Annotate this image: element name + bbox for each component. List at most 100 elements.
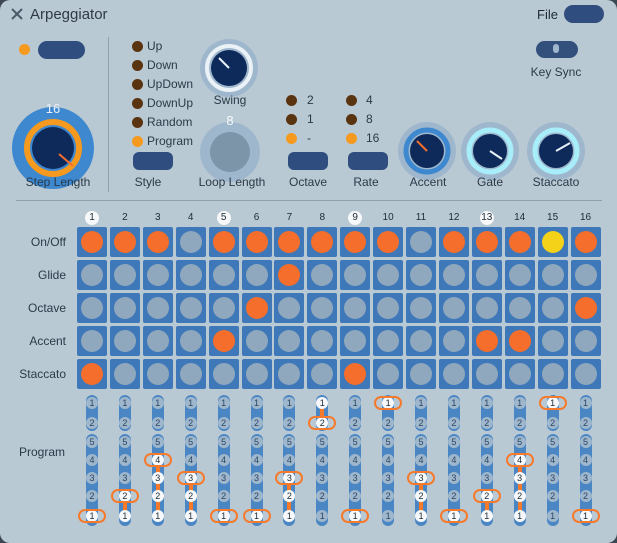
program-lower-step[interactable]: 4 [86,454,98,466]
program-lower-step[interactable]: 3 [283,472,296,484]
step-cell[interactable] [570,260,601,290]
step-cell[interactable] [142,359,173,389]
step-cell[interactable] [340,293,371,323]
program-lower-step[interactable]: 4 [579,454,592,466]
program-upper-step[interactable]: 1 [316,397,329,409]
program-lower-step[interactable]: 5 [86,436,98,448]
program-lower-step[interactable]: 5 [250,436,263,448]
step-cell[interactable] [373,359,404,389]
style-radio-up[interactable] [132,41,143,52]
step-cell[interactable] [537,227,568,257]
program-lower-step[interactable]: 5 [118,436,131,448]
step-cell[interactable] [373,326,404,356]
program-lower-step[interactable]: 2 [447,490,460,502]
octave-radio[interactable] [286,133,297,144]
step-cell[interactable] [570,359,601,389]
program-upper-step[interactable]: 2 [546,417,559,429]
program-lower-step[interactable]: 4 [415,454,427,466]
accent-knob[interactable] [397,121,457,181]
program-lower-step[interactable]: 4 [480,454,493,466]
step-cell[interactable] [373,293,404,323]
program-upper-step[interactable]: 1 [86,397,98,409]
step-cell[interactable] [471,359,502,389]
preset-button[interactable] [38,41,85,59]
program-lower-step[interactable]: 3 [579,472,592,484]
program-upper-step[interactable]: 2 [382,417,395,429]
program-lower-step[interactable]: 3 [316,472,329,484]
swing-knob[interactable] [199,38,259,98]
program-lower-step[interactable]: 2 [349,490,362,502]
step-cell[interactable] [241,293,272,323]
step-cell[interactable] [307,326,338,356]
step-cell[interactable] [438,359,469,389]
step-cell[interactable] [142,260,173,290]
step-cell[interactable] [208,260,239,290]
program-lower-step[interactable]: 2 [579,490,592,502]
program-upper-step[interactable]: 2 [118,417,131,429]
program-upper-step[interactable]: 1 [283,397,296,409]
program-lower-step[interactable]: 5 [151,436,164,448]
program-upper-step[interactable]: 1 [447,397,460,409]
style-radio-down[interactable] [132,60,143,71]
program-lower-step[interactable]: 4 [118,454,131,466]
program-upper-step[interactable]: 2 [217,417,230,429]
program-lower-step[interactable]: 1 [546,510,559,522]
program-lower-step[interactable]: 2 [118,490,131,502]
step-cell[interactable] [537,260,568,290]
step-cell[interactable] [340,260,371,290]
step-cell[interactable] [471,293,502,323]
step-cell[interactable] [307,293,338,323]
step-cell[interactable] [438,227,469,257]
program-lower-step[interactable]: 3 [250,472,263,484]
step-cell[interactable] [504,359,535,389]
step-cell[interactable] [504,293,535,323]
step-cell[interactable] [175,326,206,356]
rate-radio[interactable] [346,95,357,106]
style-button[interactable] [133,152,173,170]
program-upper-step[interactable]: 1 [579,397,592,409]
step-cell[interactable] [109,359,140,389]
step-length-knob[interactable] [11,106,95,190]
program-lower-step[interactable]: 5 [217,436,230,448]
program-lower-step[interactable]: 2 [513,490,526,502]
program-lower-step[interactable]: 3 [217,472,230,484]
step-cell[interactable] [109,293,140,323]
program-lower-step[interactable]: 1 [217,510,230,522]
step-cell[interactable] [471,326,502,356]
program-lower-step[interactable]: 5 [513,436,526,448]
program-upper-step[interactable]: 1 [217,397,230,409]
program-lower-step[interactable]: 4 [217,454,230,466]
program-upper-step[interactable]: 2 [513,417,526,429]
step-cell[interactable] [77,227,107,257]
program-lower-step[interactable]: 1 [283,510,296,522]
step-cell[interactable] [274,326,305,356]
step-cell[interactable] [471,260,502,290]
step-cell[interactable] [537,293,568,323]
program-lower-step[interactable]: 5 [415,436,427,448]
program-upper-step[interactable]: 2 [349,417,362,429]
program-lower-step[interactable]: 2 [250,490,263,502]
step-cell[interactable] [274,359,305,389]
step-cell[interactable] [406,359,436,389]
program-lower-step[interactable]: 2 [217,490,230,502]
program-upper-step[interactable]: 2 [86,417,98,429]
program-lower-step[interactable]: 5 [184,436,197,448]
step-cell[interactable] [77,293,107,323]
step-cell[interactable] [77,326,107,356]
step-cell[interactable] [208,227,239,257]
rate-button[interactable] [348,152,388,170]
program-lower-step[interactable]: 5 [349,436,362,448]
close-icon[interactable] [10,7,24,21]
program-lower-step[interactable]: 3 [480,472,493,484]
program-lower-step[interactable]: 1 [447,510,460,522]
gate-knob[interactable] [460,121,520,181]
program-lower-step[interactable]: 2 [283,490,296,502]
style-radio-downup[interactable] [132,98,143,109]
step-cell[interactable] [241,359,272,389]
step-cell[interactable] [241,260,272,290]
octave-radio[interactable] [286,114,297,125]
step-cell[interactable] [340,227,371,257]
program-lower-step[interactable]: 5 [579,436,592,448]
program-lower-step[interactable]: 1 [184,510,197,522]
step-cell[interactable] [307,260,338,290]
